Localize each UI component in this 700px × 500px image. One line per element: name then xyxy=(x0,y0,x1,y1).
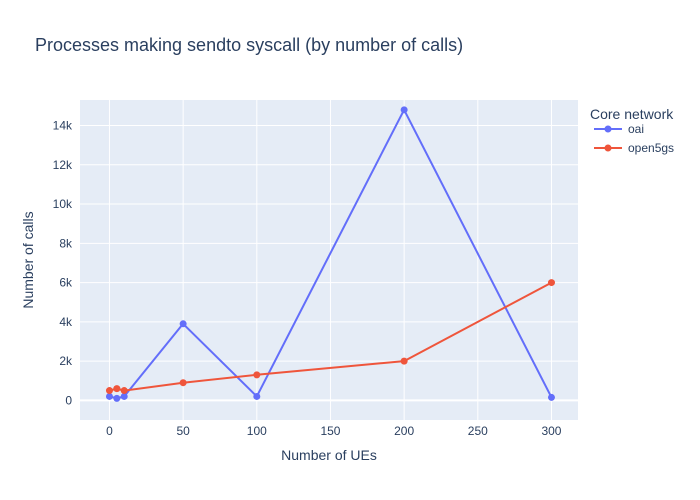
data-point-open5gs xyxy=(120,387,128,395)
legend-label: open5gs xyxy=(628,141,674,155)
data-point-open5gs xyxy=(179,379,187,387)
y-axis-ticks: 0 2k 4k 6k 8k 10k 12k 14k xyxy=(53,119,73,408)
legend-marker xyxy=(604,144,612,152)
y-tick-label: 6k xyxy=(59,276,73,290)
y-tick-label: 12k xyxy=(53,158,73,172)
data-point-open5gs xyxy=(113,385,121,393)
x-axis-label: Number of UEs xyxy=(281,447,377,463)
data-point-oai xyxy=(400,106,408,114)
data-point-oai xyxy=(253,392,261,400)
y-tick-label: 8k xyxy=(59,236,73,250)
data-point-oai xyxy=(105,392,113,400)
y-tick-label: 14k xyxy=(53,119,73,133)
x-tick-label: 300 xyxy=(541,424,561,438)
legend-item-open5gs[interactable]: open5gs xyxy=(594,141,674,155)
y-tick-label: 0 xyxy=(65,393,72,407)
x-tick-label: 0 xyxy=(106,424,113,438)
plot-area xyxy=(80,100,578,420)
x-tick-label: 50 xyxy=(176,424,190,438)
grid-lines xyxy=(80,100,578,420)
legend-title: Core network xyxy=(590,106,674,122)
y-tick-label: 10k xyxy=(53,197,73,211)
data-point-open5gs xyxy=(253,371,261,379)
y-axis-label: Number of calls xyxy=(20,211,36,308)
y-tick-label: 4k xyxy=(59,315,73,329)
legend-marker xyxy=(604,125,612,133)
legend-label: oai xyxy=(628,122,644,136)
data-point-open5gs xyxy=(547,279,555,287)
series-open5gs xyxy=(105,279,555,395)
x-tick-label: 250 xyxy=(468,424,488,438)
legend: Core network oai open5gs xyxy=(590,106,674,155)
series-oai xyxy=(105,106,555,402)
chart-title: Processes making sendto syscall (by numb… xyxy=(35,35,463,55)
x-axis-ticks: 0 50 100 150 200 250 300 xyxy=(106,424,562,438)
y-tick-label: 2k xyxy=(59,354,73,368)
data-point-open5gs xyxy=(400,357,408,365)
data-point-oai xyxy=(120,392,128,400)
data-point-oai xyxy=(547,393,555,401)
data-point-oai xyxy=(113,394,121,402)
x-tick-label: 200 xyxy=(394,424,414,438)
data-point-open5gs xyxy=(105,387,113,395)
x-tick-label: 100 xyxy=(247,424,267,438)
series-lines xyxy=(105,106,555,402)
data-point-oai xyxy=(179,320,187,328)
legend-item-oai[interactable]: oai xyxy=(594,122,644,136)
x-tick-label: 150 xyxy=(320,424,340,438)
